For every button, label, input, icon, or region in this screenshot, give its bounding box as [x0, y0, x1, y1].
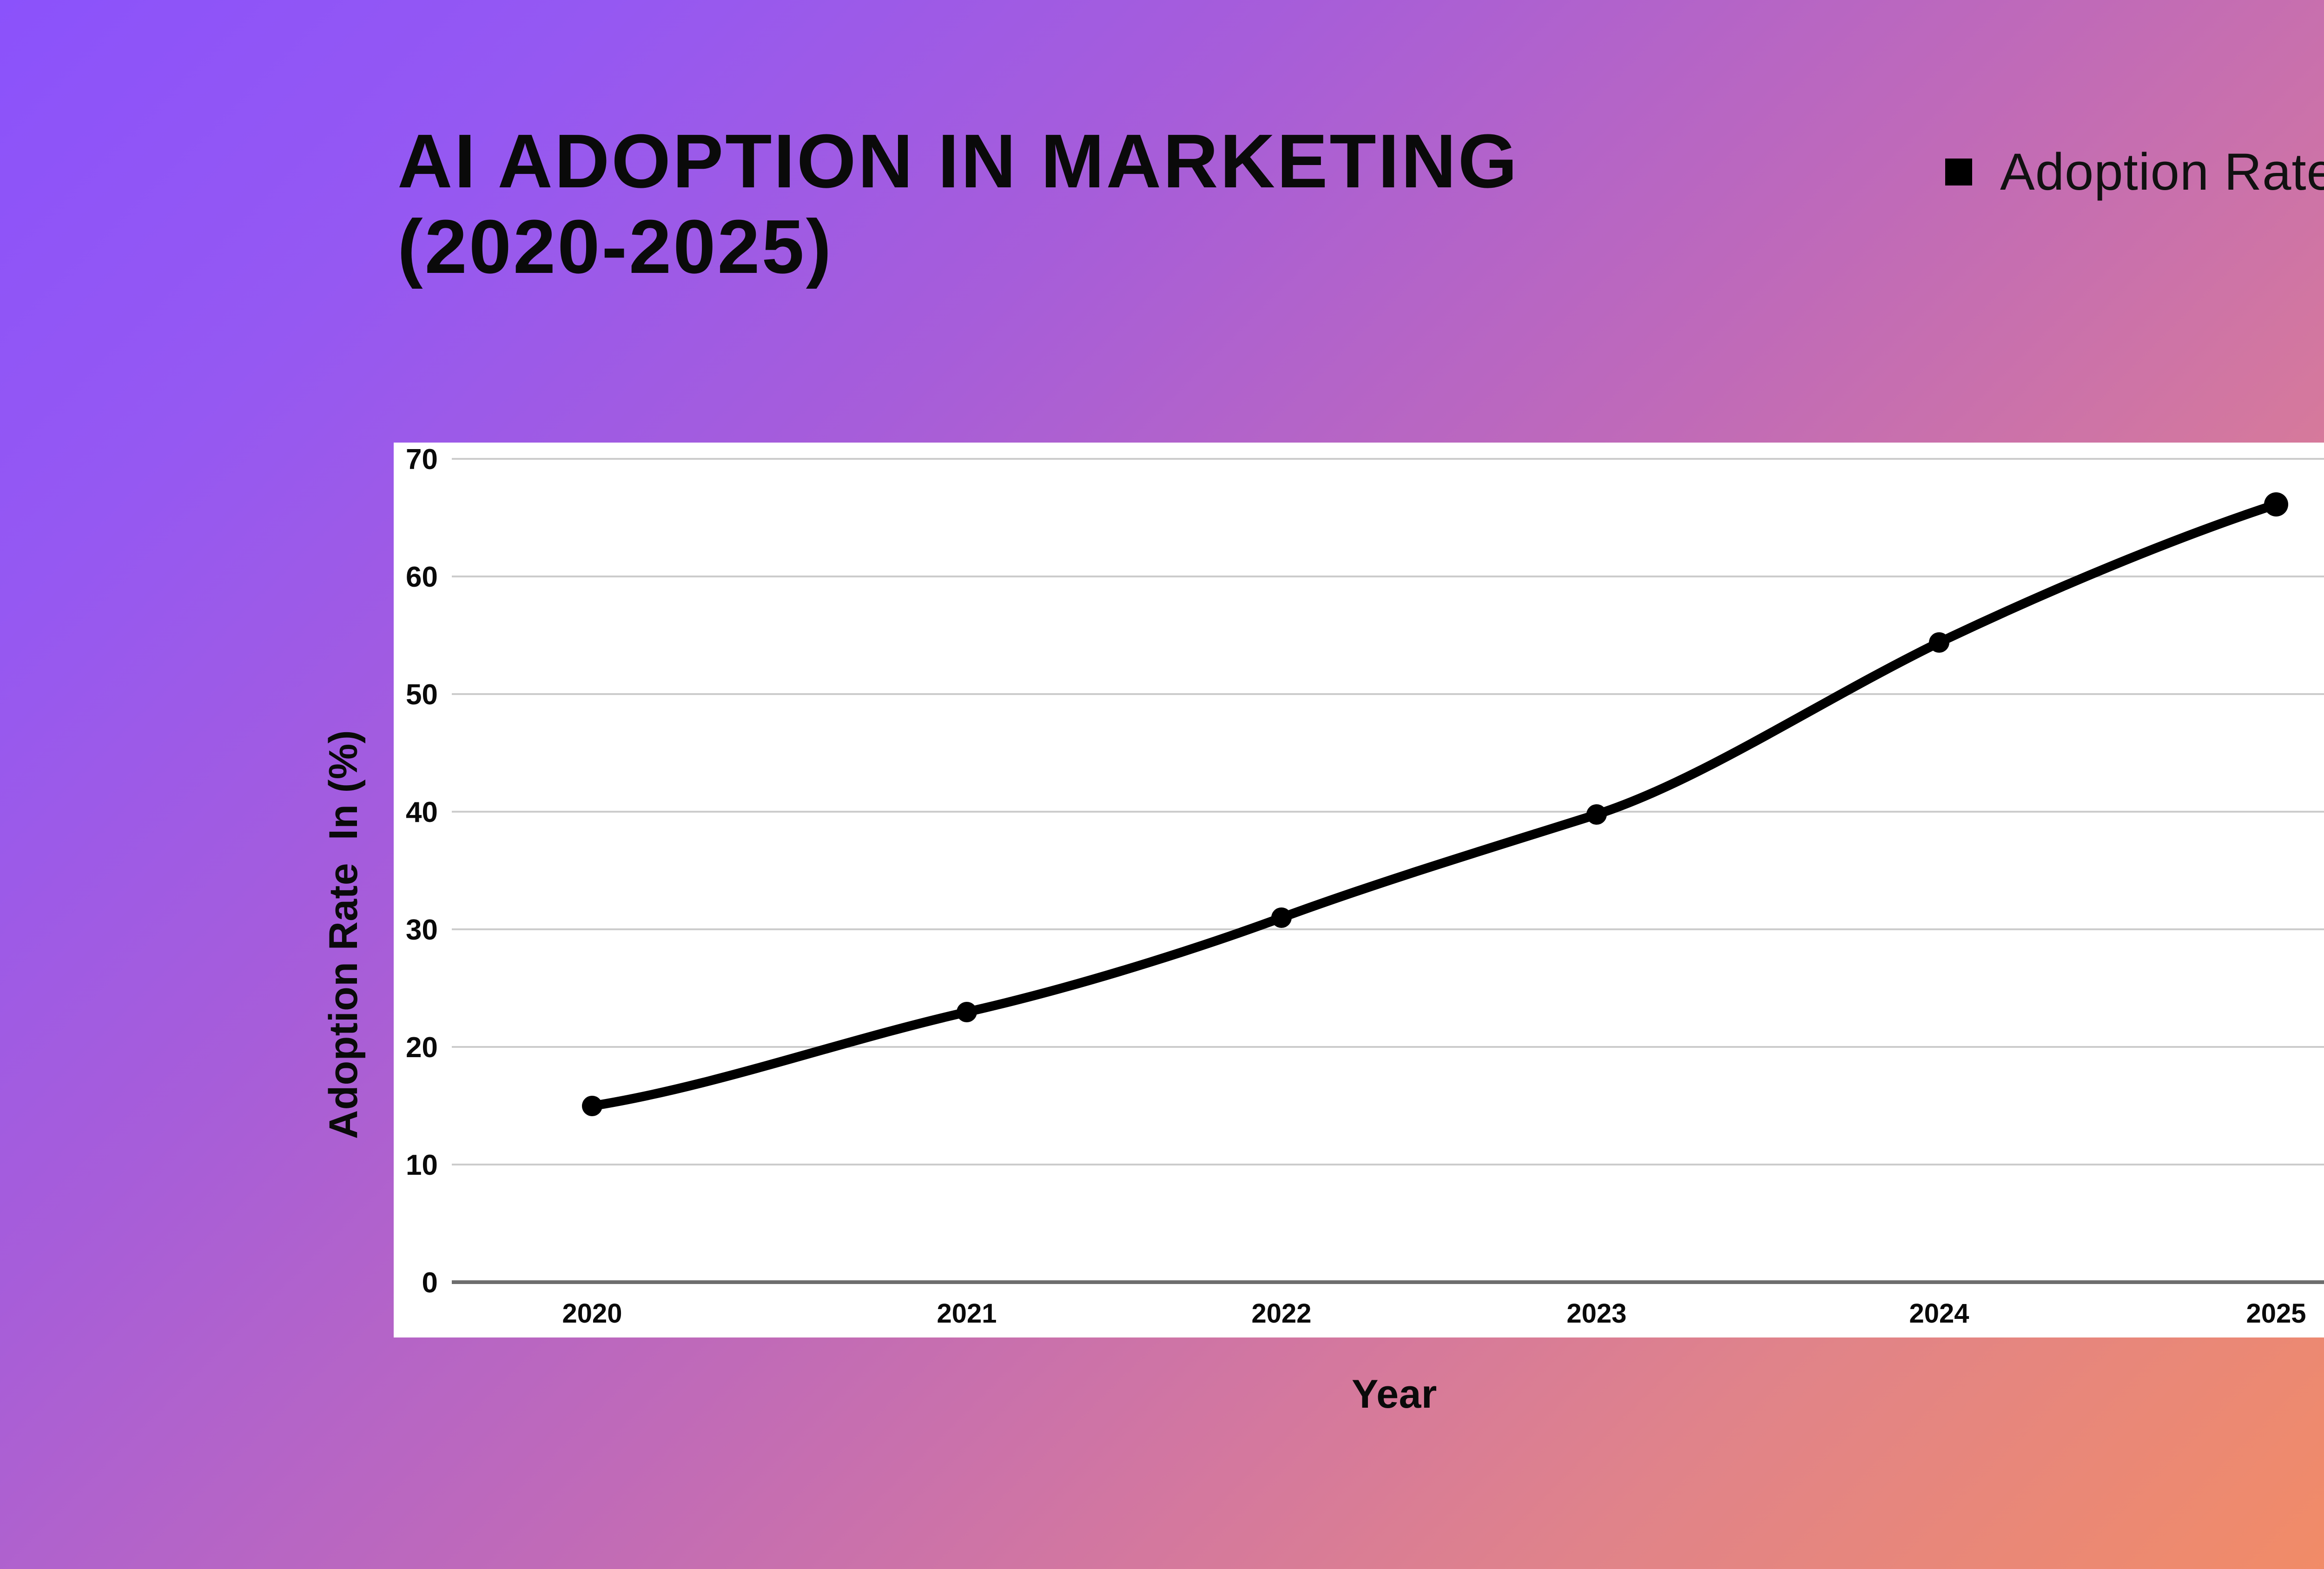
- series-markers: [582, 492, 2288, 1116]
- x-tick-label: 2022: [1251, 1298, 1311, 1329]
- x-tick-label: 2025: [2246, 1298, 2306, 1329]
- y-tick-label: 40: [406, 796, 438, 828]
- x-axis-title: Year: [1352, 1372, 1437, 1417]
- x-tick-label: 2021: [937, 1298, 997, 1329]
- y-tick-label: 50: [406, 679, 438, 711]
- data-point-2021: [957, 1002, 977, 1022]
- y-tick-label: 70: [406, 444, 438, 476]
- y-tick-label: 60: [406, 561, 438, 593]
- data-point-2020: [582, 1096, 602, 1116]
- series-line-adoption-rate: [588, 500, 2281, 1111]
- data-point-2025: [2264, 492, 2288, 516]
- data-point-2022: [1271, 907, 1292, 928]
- data-point-2024: [1929, 632, 1949, 653]
- x-tick-label: 2023: [1566, 1298, 1626, 1329]
- line-chart-svg: 70 60 50 40 30 20 10 0 2020 2021 2022 20…: [406, 444, 2324, 1329]
- chart-header: AI ADOPTION IN MARKETING (2020-2025) Ado…: [397, 119, 2324, 379]
- page-title: AI ADOPTION IN MARKETING (2020-2025): [397, 119, 1519, 289]
- chart-legend: Adoption Rate: [1945, 142, 2324, 202]
- y-axis-title: Adoption Rate In (%): [321, 730, 366, 1139]
- legend-item-label: Adoption Rate: [2000, 143, 2324, 201]
- legend-swatch-icon: [1945, 158, 1972, 185]
- y-axis-ticks: 70 60 50 40 30 20 10 0: [406, 444, 438, 1299]
- y-tick-label: 10: [406, 1149, 438, 1181]
- y-tick-label: 0: [422, 1267, 438, 1299]
- y-tick-label: 20: [406, 1032, 438, 1064]
- x-tick-label: 2020: [562, 1298, 622, 1329]
- x-axis-ticks: 2020 2021 2022 2023 2024 2025: [562, 1298, 2306, 1329]
- y-tick-label: 30: [406, 914, 438, 946]
- plot-area-card: 70 60 50 40 30 20 10 0 2020 2021 2022 20…: [394, 443, 2324, 1337]
- gridlines: [452, 458, 2324, 1165]
- x-tick-label: 2024: [1909, 1298, 1969, 1329]
- data-point-2023: [1586, 804, 1607, 825]
